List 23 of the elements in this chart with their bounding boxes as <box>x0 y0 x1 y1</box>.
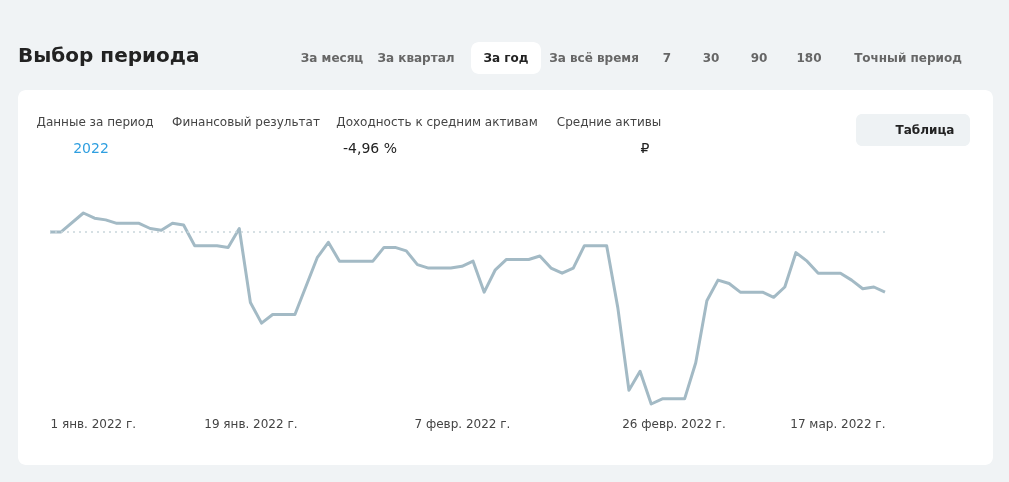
text: -4,96 % <box>343 140 397 156</box>
text: За год <box>483 51 529 65</box>
text: Средние активы <box>556 115 662 129</box>
chart-title: Выбор периода <box>18 43 200 67</box>
text: 30 <box>702 51 720 65</box>
x-tick-label: 1 янв. 2022 г. <box>50 416 137 431</box>
x-tick-label: 19 янв. 2022 г. <box>204 416 298 431</box>
x-tick-label: 7 февр. 2022 г. <box>414 416 511 431</box>
text: ₽ <box>640 140 650 156</box>
text: За квартал <box>377 51 455 65</box>
text: 180 <box>796 51 822 65</box>
text: 90 <box>750 51 768 65</box>
x-tick-label: 26 февр. 2022 г. <box>622 416 726 431</box>
text: Финансовый результат <box>172 115 320 129</box>
text: 7 <box>662 51 672 65</box>
x-tick-label: 17 мар. 2022 г. <box>790 416 886 431</box>
text: Точный период <box>854 51 963 65</box>
text: Данные за период <box>36 115 154 129</box>
text: 2022 <box>73 140 109 156</box>
text: Доходность к средним активам <box>336 115 538 129</box>
text: Таблица <box>895 123 955 137</box>
text: За всё время <box>549 51 639 65</box>
text: За месяц <box>300 51 364 65</box>
